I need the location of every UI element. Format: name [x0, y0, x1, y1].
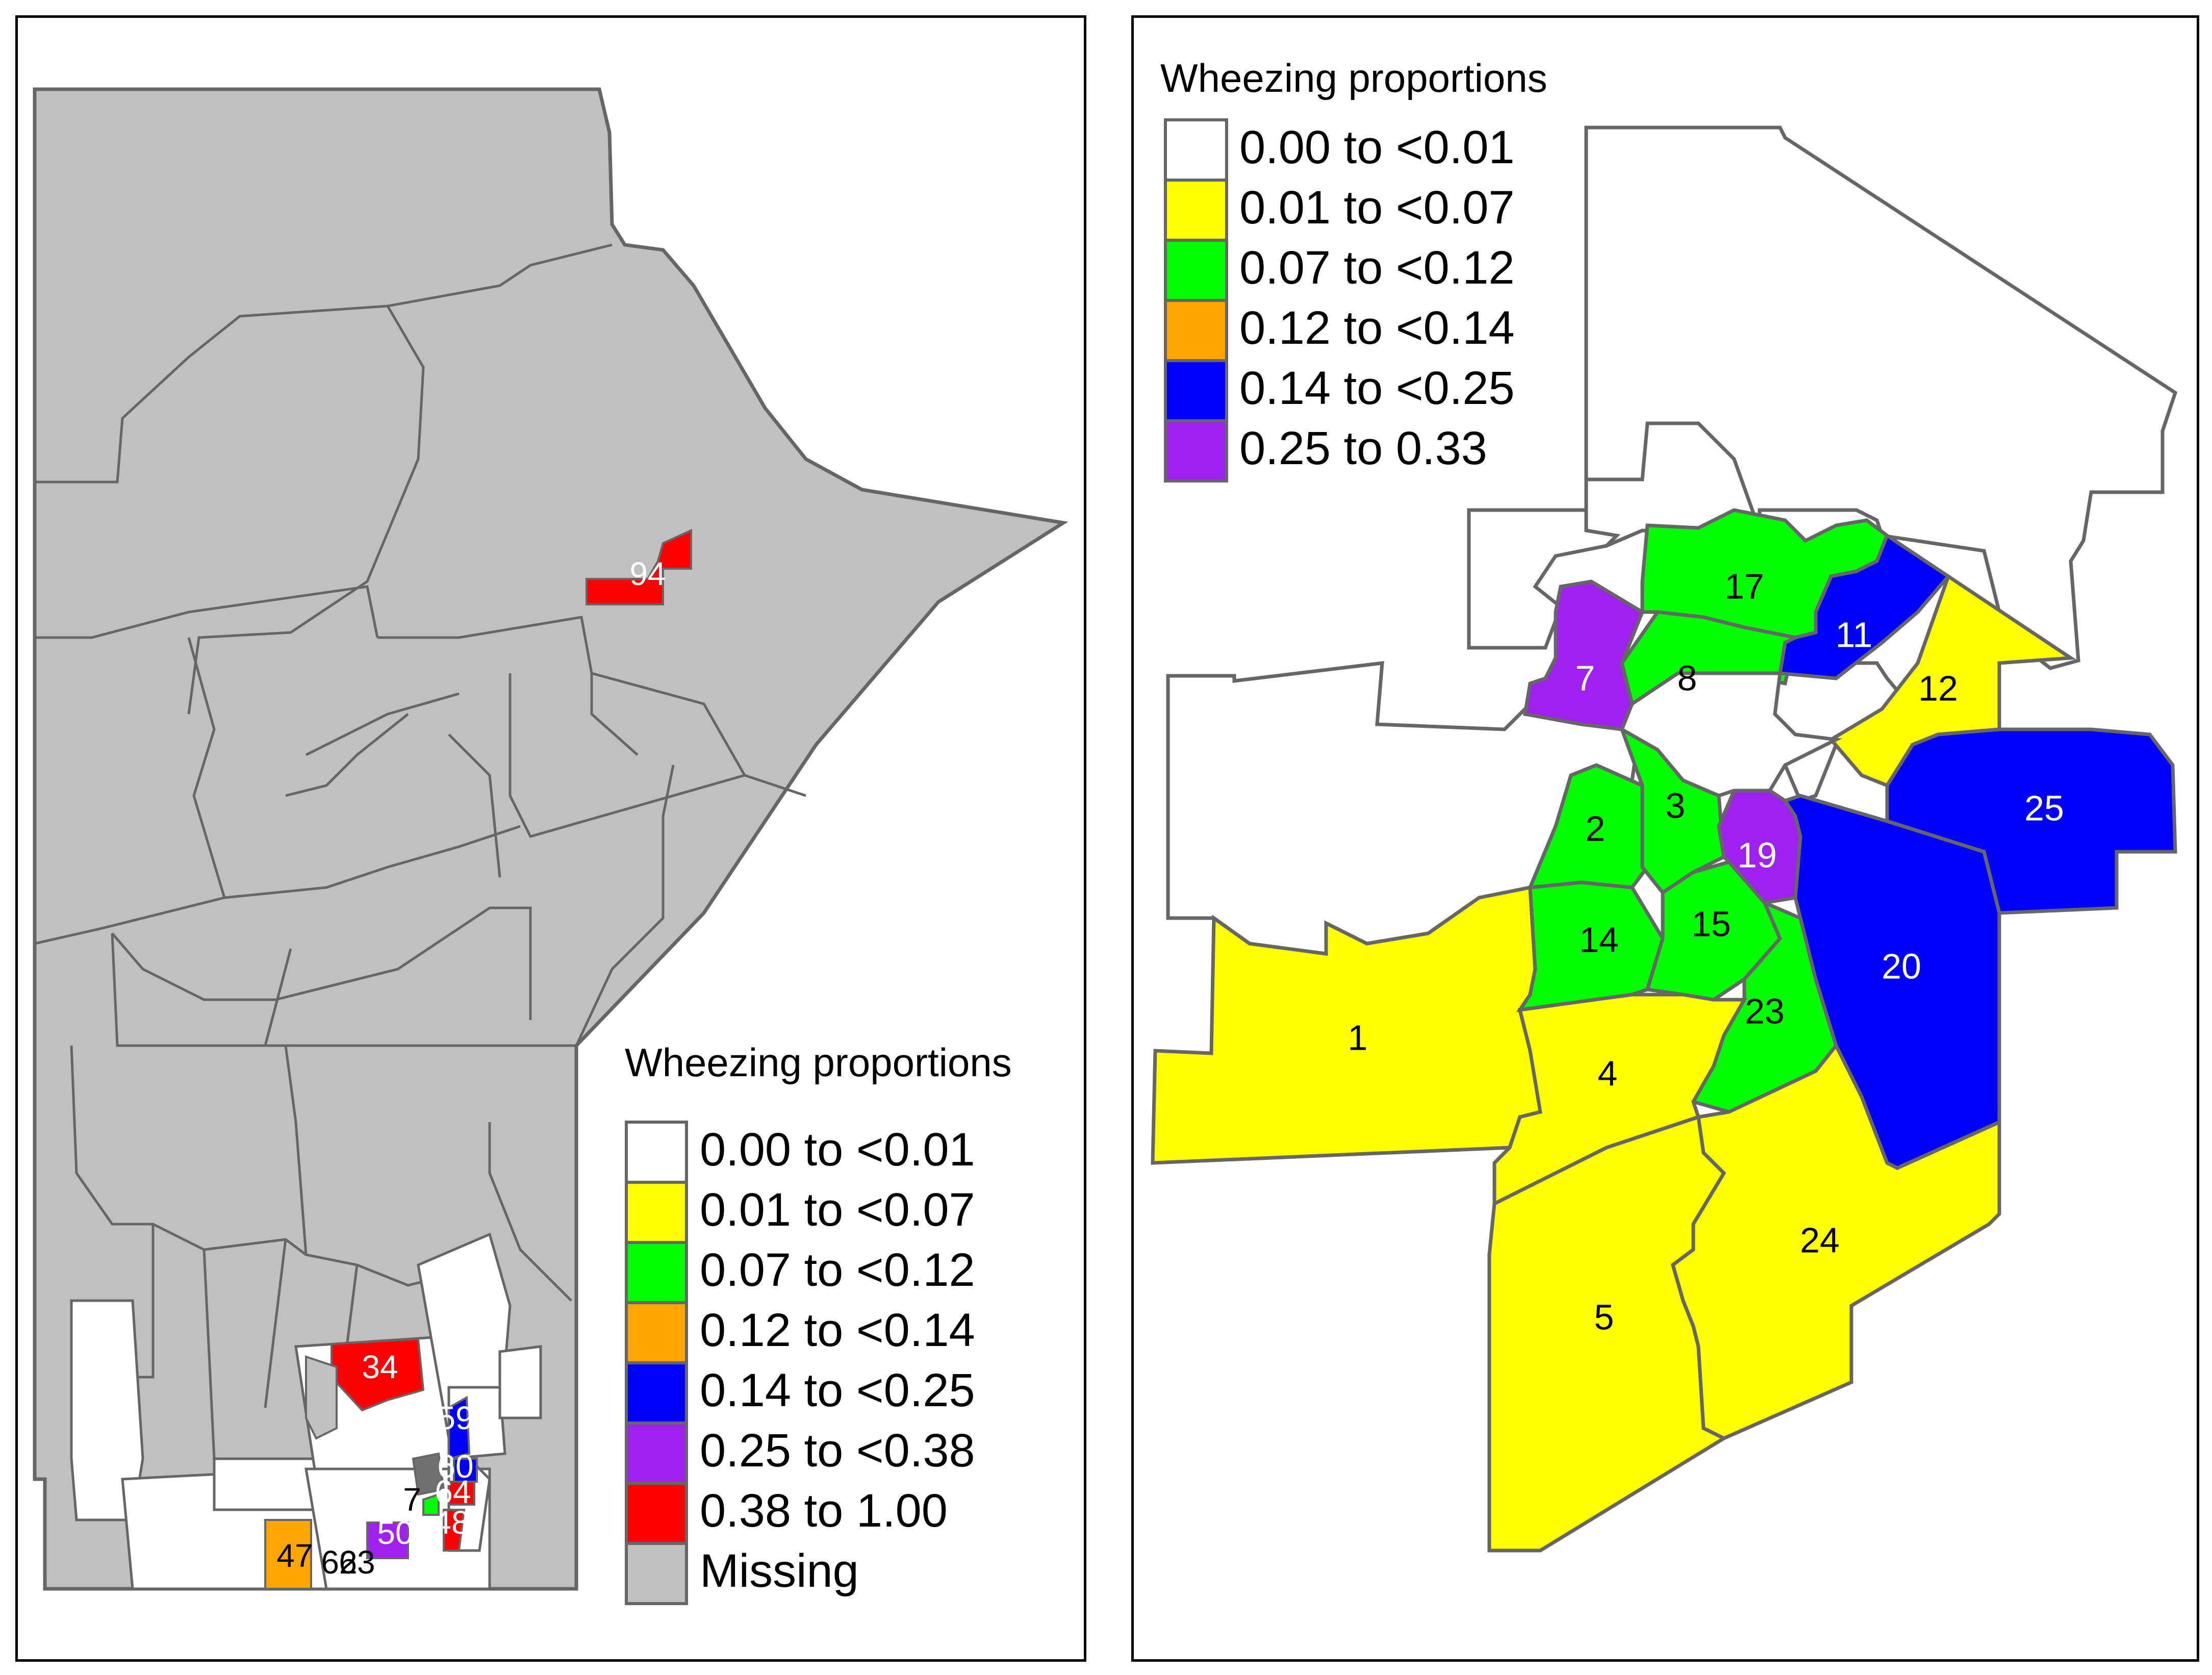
legend-swatch	[625, 1542, 688, 1605]
left-legend: Wheezing proportions 0.00 to <0.01 0.01 t…	[625, 1040, 1012, 1605]
legend-swatch	[1164, 118, 1228, 182]
legend-label: 0.14 to <0.25	[700, 1364, 975, 1416]
region-label: 7	[403, 1481, 421, 1518]
legend-swatch	[625, 1121, 688, 1184]
legend-label: 0.07 to <0.12	[700, 1244, 975, 1296]
region-label: 12	[1918, 668, 1958, 708]
region-label: 1	[1348, 1018, 1368, 1057]
legend-label: 0.14 to <0.25	[1239, 362, 1515, 414]
region-label: 20	[1882, 946, 1921, 986]
legend-label: 0.25 to 0.33	[1239, 422, 1487, 474]
region-label: 14	[1579, 920, 1619, 959]
legend-label: 0.00 to <0.01	[700, 1124, 975, 1176]
left-region-labels: 94 34 59 60 64 7 48 50 47 62 63	[276, 555, 666, 1581]
region-label: 60	[437, 1448, 473, 1485]
region-59-shape	[448, 1395, 471, 1460]
right-legend: Wheezing proportions 0.00 to <0.01 0.01 t…	[1160, 56, 1547, 483]
region-94-shape	[586, 528, 692, 605]
region-label: 94	[629, 555, 666, 592]
legend-swatch	[1164, 359, 1228, 422]
region-label: 17	[1724, 566, 1764, 606]
legend-swatch	[625, 1241, 688, 1304]
legend-swatch	[625, 1482, 688, 1545]
region-label: 3	[1666, 785, 1686, 825]
legend-label: 0.38 to 1.00	[700, 1485, 948, 1537]
region-47-shape	[264, 1519, 312, 1590]
city-shape	[412, 1452, 445, 1496]
colored-regions	[264, 528, 692, 1590]
region-label: 59	[437, 1400, 473, 1436]
region-label: 11	[1836, 615, 1873, 654]
legend-label: 0.01 to <0.07	[1239, 182, 1515, 234]
region-label: 7	[1575, 658, 1595, 698]
legend-title: Wheezing proportions	[625, 1040, 1012, 1085]
region-label: 62	[321, 1544, 357, 1581]
region-label: 2	[1586, 808, 1606, 848]
region-label: 63	[339, 1544, 375, 1581]
region-64-shape	[448, 1481, 475, 1506]
region-48-shape	[443, 1509, 466, 1552]
region-label: 47	[276, 1537, 313, 1574]
legend-swatch	[625, 1361, 688, 1425]
region-label: 19	[1737, 835, 1777, 875]
region-60-shape	[453, 1458, 478, 1483]
region-label: 48	[433, 1504, 469, 1541]
right-region-labels: 17 11 7 8 12 3 2 25 19 15 14 20 23 1 4 2…	[1348, 566, 2064, 1337]
region-label: 5	[1594, 1297, 1614, 1337]
legend-swatch	[1164, 239, 1228, 302]
lake-shape	[305, 1355, 338, 1440]
region-label: 4	[1598, 1053, 1618, 1093]
region-boundaries	[34, 243, 806, 1459]
legend-swatch	[625, 1301, 688, 1364]
region-label: 34	[362, 1349, 398, 1385]
region-label: 15	[1691, 904, 1731, 944]
legend-swatch	[1164, 419, 1228, 483]
region-label: 25	[2024, 788, 2064, 828]
city-regions	[1151, 125, 2178, 1553]
region-50-shape	[366, 1521, 409, 1559]
legend-label: Missing	[700, 1545, 859, 1597]
region-7-shape	[422, 1493, 440, 1516]
legend-swatch	[1164, 299, 1228, 362]
legend-label: 0.12 to <0.14	[1239, 302, 1515, 354]
legend-label: 0.25 to <0.38	[700, 1425, 975, 1477]
legend-label: 0.00 to <0.01	[1239, 121, 1515, 173]
region-label: 64	[435, 1474, 471, 1510]
legend-label: 0.07 to <0.12	[1239, 242, 1515, 294]
legend-label: 0.12 to <0.14	[700, 1304, 975, 1356]
region-label: 8	[1677, 658, 1697, 698]
legend-swatch	[1164, 179, 1228, 242]
legend-label: 0.01 to <0.07	[700, 1184, 975, 1236]
region-label: 50	[377, 1514, 413, 1551]
region-label: 24	[1800, 1220, 1840, 1260]
legend-title: Wheezing proportions	[1160, 56, 1547, 100]
region-label: 23	[1745, 991, 1785, 1031]
